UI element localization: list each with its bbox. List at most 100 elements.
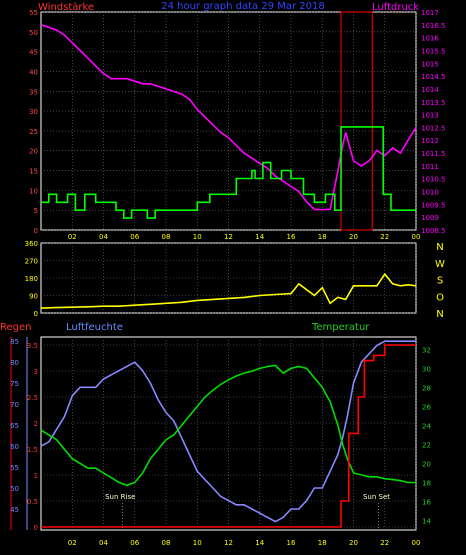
- humidity-axis-title: Luftfeuchte: [66, 322, 123, 333]
- compass-label: S: [437, 276, 443, 287]
- compass-label: N: [436, 242, 443, 253]
- hour-tick-label: 02: [68, 233, 77, 241]
- temperature-tick-label: 22: [422, 441, 431, 449]
- hour-tick-label: 06: [130, 233, 139, 241]
- wind-tick-label: 45: [29, 49, 38, 57]
- highlight-box: [340, 11, 373, 231]
- humidity-tick-label: 50: [10, 485, 19, 493]
- humidity-tick-label: 65: [10, 422, 19, 430]
- compass-label: W: [435, 259, 445, 270]
- wind-speed-series-line: [41, 126, 416, 219]
- temperature-axis-title: Temperatur: [311, 322, 370, 333]
- pressure-tick-label: 1016.5: [421, 22, 446, 30]
- hour-tick-label: 22: [380, 233, 389, 241]
- direction-tick-label: 270: [25, 258, 38, 266]
- temperature-tick-label: 20: [422, 460, 431, 468]
- wind-tick-label: 0: [34, 227, 38, 235]
- hour-tick-label: 08: [162, 233, 171, 241]
- pressure-tick-label: 1016: [421, 35, 439, 43]
- pressure-tick-label: 1017: [421, 9, 439, 17]
- humidity-tick-label: 45: [10, 506, 19, 514]
- hour-tick-label: 14: [255, 539, 264, 547]
- direction-tick-label: 360: [25, 240, 38, 248]
- rain-tick-label: 1: [34, 472, 38, 480]
- hour-tick-label: 12: [224, 539, 233, 547]
- pressure-tick-label: 1015: [421, 60, 439, 68]
- wind-tick-label: 20: [29, 148, 38, 156]
- wind-tick-label: 35: [29, 88, 38, 96]
- rain-tick-label: 2.5: [27, 394, 38, 402]
- rain-axis-title: Regen: [0, 322, 32, 333]
- pressure-tick-label: 1010: [421, 189, 439, 197]
- humidity-tick-label: 80: [10, 359, 19, 367]
- temperature-tick-label: 30: [422, 365, 431, 373]
- wind-pressure-chart: 05101520253035404550551008.510091009.510…: [29, 9, 445, 241]
- wind-tick-label: 40: [29, 68, 38, 76]
- humidity-tick-label: 55: [10, 464, 19, 472]
- rain-tick-label: 2: [34, 420, 38, 428]
- wind-direction-series-line: [40, 272, 417, 309]
- header-left-label: Windstärke: [38, 2, 94, 13]
- pressure-tick-label: 1014.5: [421, 73, 446, 81]
- pressure-tick-label: 1015.5: [421, 47, 446, 55]
- annotation-label: Sun Set: [363, 493, 390, 501]
- temperature-tick-label: 32: [422, 346, 431, 354]
- hour-tick-label: 16: [287, 539, 296, 547]
- pressure-tick-label: 1013.5: [421, 99, 446, 107]
- pressure-tick-label: 1011: [421, 163, 439, 171]
- rain-tick-label: 0: [34, 524, 38, 532]
- hour-tick-label: 08: [162, 539, 171, 547]
- hour-tick-label: 02: [68, 539, 77, 547]
- pressure-tick-label: 1011.5: [421, 150, 446, 158]
- wind-tick-label: 10: [29, 187, 38, 195]
- hour-tick-label: 16: [287, 233, 296, 241]
- pressure-tick-label: 1008.5: [421, 227, 446, 235]
- temperature-tick-label: 18: [422, 479, 431, 487]
- hour-tick-label: 10: [193, 539, 202, 547]
- compass-label: N: [436, 309, 443, 320]
- pressure-tick-label: 1014: [421, 86, 439, 94]
- direction-tick-label: 180: [25, 275, 38, 283]
- hour-tick-label: 20: [349, 539, 358, 547]
- pressure-tick-label: 1009.5: [421, 201, 446, 209]
- humidity-tick-label: 85: [10, 338, 19, 346]
- pressure-tick-label: 1009: [421, 214, 439, 222]
- humidity-series-line: [40, 340, 416, 523]
- temperature-tick-label: 28: [422, 384, 431, 392]
- rain-tick-label: 0.5: [27, 498, 38, 506]
- temperature-tick-label: 14: [422, 517, 431, 525]
- humidity-tick-label: 60: [10, 443, 19, 451]
- annotation-label: Sun Rise: [105, 493, 135, 501]
- hour-tick-label: 20: [349, 233, 358, 241]
- temperature-tick-label: 16: [422, 498, 431, 506]
- pressure-tick-label: 1010.5: [421, 176, 446, 184]
- wind-tick-label: 50: [29, 29, 38, 37]
- direction-tick-label: 0: [34, 310, 38, 318]
- hour-tick-label: 10: [193, 233, 202, 241]
- wind-tick-label: 5: [34, 207, 38, 215]
- hour-tick-label: 18: [318, 539, 327, 547]
- hour-tick-label: 00: [412, 539, 421, 547]
- pressure-tick-label: 1012.5: [421, 124, 446, 132]
- hour-tick-label: 22: [380, 539, 389, 547]
- temperature-tick-label: 26: [422, 403, 431, 411]
- hour-tick-label: 00: [412, 233, 421, 241]
- wind-tick-label: 55: [29, 9, 38, 17]
- rain-humidity-temperature-chart: 0 0.5 1 1.5 2 2.5 3 3.5 45 50 55 60 65 70 75 80 85 14 16 18…: [10, 336, 431, 547]
- wind-tick-label: 15: [29, 168, 38, 176]
- wind-tick-label: 25: [29, 128, 38, 136]
- direction-tick-label: 90: [29, 293, 38, 301]
- humidity-tick-label: 75: [10, 380, 19, 388]
- pressure-tick-label: 1013: [421, 112, 439, 120]
- hour-tick-label: 18: [318, 233, 327, 241]
- wind-tick-label: 30: [29, 108, 38, 116]
- hour-tick-label: 12: [224, 233, 233, 241]
- pressure-series-line: [40, 24, 417, 211]
- hour-tick-label: 14: [255, 233, 264, 241]
- rain-tick-label: 1.5: [27, 446, 38, 454]
- temperature-series-line: [40, 364, 416, 487]
- rain-series-line: [41, 344, 416, 528]
- hour-tick-label: 04: [99, 539, 108, 547]
